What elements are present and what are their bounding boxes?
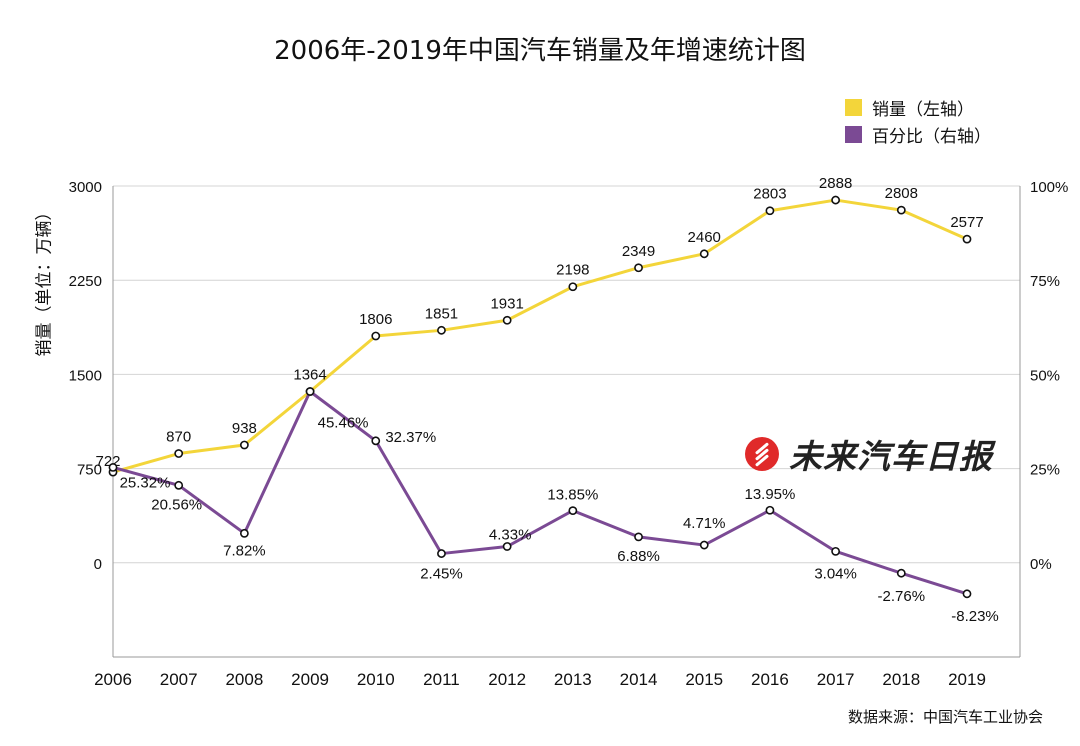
x-tick-label: 2008 [225,670,263,689]
x-tick-label: 2010 [357,670,395,689]
series-line-percent [112,390,968,596]
data-label: 13.95% [744,486,795,503]
data-label: 45.46% [318,415,369,432]
x-tick-label: 2013 [554,670,592,689]
data-point [634,263,643,273]
data-point [305,387,315,396]
data-label: 32.37% [385,429,436,446]
data-point [502,315,512,325]
right-tick-label: 100% [1030,179,1068,196]
data-point [699,540,709,550]
data-label: 1931 [490,295,523,312]
data-label: 2803 [753,186,786,203]
data-label: 3.04% [814,565,857,582]
data-point [437,549,446,558]
left-tick-label: 2250 [69,273,102,290]
data-label: 4.71% [683,515,726,532]
data-label: 938 [232,420,257,437]
data-point [962,234,972,244]
data-point [239,528,249,538]
data-label: 4.33% [489,526,532,543]
data-point [699,249,709,259]
legend-swatch-sales [845,99,862,116]
data-point [239,440,249,450]
watermark-logo-icon [745,437,779,471]
data-label: 2.45% [420,566,463,583]
data-label: 2577 [950,214,983,231]
legend-label-percent: 百分比（右轴） [872,127,991,147]
data-label: 1851 [425,305,458,322]
data-point [634,532,643,542]
series-line-sales [112,198,968,474]
watermark: 未来汽车日报 [745,430,993,478]
data-label: 13.85% [547,487,598,504]
data-point [568,282,578,292]
right-tick-label: 25% [1030,462,1060,479]
data-label: -2.76% [878,588,926,605]
data-point [502,542,512,551]
x-tick-label: 2019 [948,670,986,689]
data-label: 1806 [359,311,392,328]
data-label: 2808 [885,185,918,202]
data-point [831,546,841,556]
data-point [962,589,972,599]
data-label: 25.32% [120,474,171,491]
legend-swatch-percent [845,126,862,143]
data-point [765,505,775,515]
legend-item-percent: 百分比（右轴） [845,122,991,147]
right-tick-label: 0% [1030,556,1052,573]
watermark-text: 未来汽车日报 [789,437,993,476]
data-point [371,331,381,341]
data-point [437,325,446,335]
x-tick-label: 2016 [751,670,789,689]
left-tick-label: 3000 [69,179,102,196]
data-label: 6.88% [617,548,660,565]
data-label: -8.23% [951,608,999,625]
data-point [174,480,184,490]
x-tick-label: 2007 [160,670,198,689]
data-label: 2888 [819,175,852,192]
x-tick-label: 2015 [685,670,723,689]
data-point [568,506,578,516]
data-label: 2349 [622,243,655,260]
chart-title: 2006年-2019年中国汽车销量及年增速统计图 [274,36,806,66]
x-tick-label: 2014 [620,670,658,689]
x-tick-label: 2009 [291,670,329,689]
data-point [765,206,775,216]
left-tick-label: 0 [94,556,102,573]
right-tick-label: 75% [1030,273,1060,290]
data-point [174,449,184,458]
data-point [371,436,381,446]
x-tick-label: 2018 [882,670,920,689]
x-tick-label: 2017 [817,670,855,689]
data-label: 2198 [556,262,589,279]
source-note: 数据来源：中国汽车工业协会 [847,708,1043,726]
data-point [831,195,841,205]
data-point [108,462,118,472]
data-label: 870 [166,429,191,446]
right-tick-label: 50% [1030,367,1060,384]
data-label: 1364 [293,366,326,383]
legend-item-sales: 销量（左轴） [845,95,974,120]
data-label: 7.82% [223,542,266,559]
x-tick-label: 2006 [94,670,132,689]
left-tick-label: 1500 [69,367,102,384]
data-label: 20.56% [151,496,202,513]
data-point [896,568,906,578]
x-tick-label: 2012 [488,670,526,689]
data-point [896,205,906,215]
x-tick-label: 2011 [423,670,460,689]
left-tick-label: 750 [77,462,102,479]
legend-label-sales: 销量（左轴） [872,100,974,120]
data-label: 2460 [688,229,721,246]
